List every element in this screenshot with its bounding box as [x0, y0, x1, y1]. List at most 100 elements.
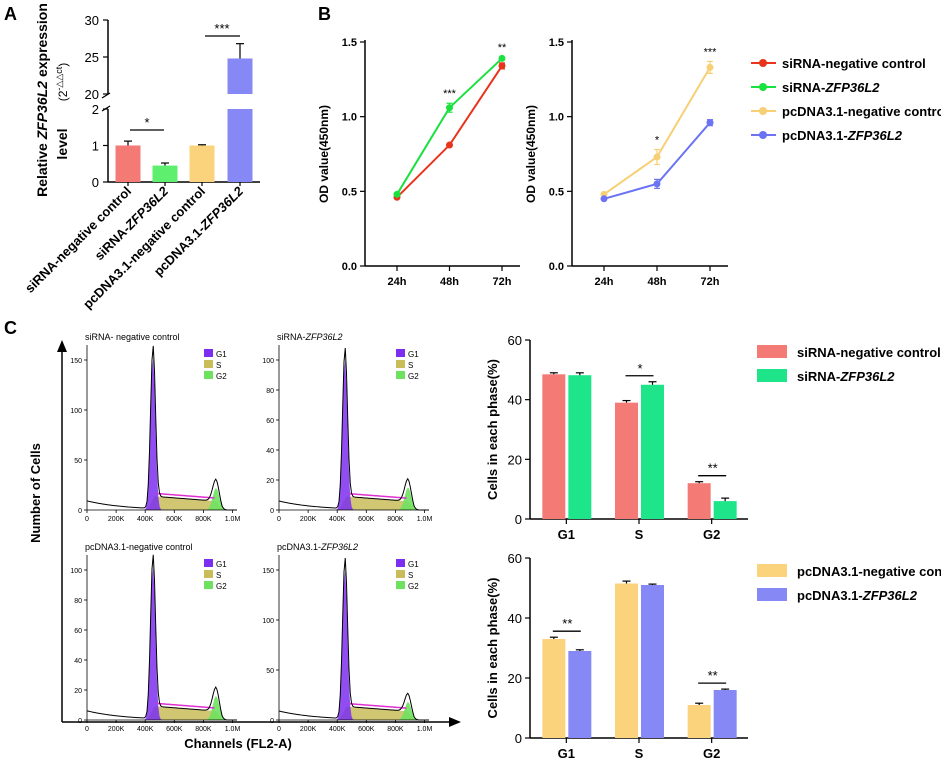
phase-s-area — [279, 496, 429, 510]
legend-label: siRNA-ZFP36L2 — [797, 369, 895, 384]
y-tick-label: 20 — [508, 452, 522, 467]
flow-y-tick-label: 80 — [74, 598, 82, 605]
phase-legend-swatch — [396, 371, 405, 379]
y-label-formula-sup: -△△ct — [54, 66, 64, 90]
chart-c2: 0 20 40 60 Cells in each phase(%) G1 ** S G2 ** pc… — [485, 551, 941, 761]
significance-label: * — [655, 135, 660, 147]
phase-legend-label: G2 — [408, 582, 419, 591]
histogram-outline — [278, 347, 429, 511]
bar — [713, 690, 737, 738]
legend-label-text: pcDNA3.1- — [782, 128, 848, 143]
y-tick-label: 0 — [515, 731, 522, 746]
phase-legend-label: S — [216, 571, 221, 580]
y-axis-label: OD value(450nm) — [317, 105, 331, 203]
flow-y-tick-label: 0 — [270, 508, 274, 515]
legend-label-gene: ZFP36L2 — [824, 80, 880, 95]
flow-x-tick-label: 0 — [277, 516, 281, 523]
legend-label-gene: ZFP36L2 — [847, 128, 903, 143]
phase-legend-swatch — [396, 360, 405, 368]
legend-label: pcDNA3.1-negative control — [797, 564, 941, 579]
x-tick-label: 72h — [493, 276, 512, 288]
flow-y-tick-label: 50 — [74, 458, 82, 465]
legend-label-text: pcDNA3.1- — [797, 588, 863, 603]
y-axis-label: Cells in each phase(%) — [485, 578, 500, 719]
phase-legend-swatch — [396, 349, 405, 357]
flow-plot-title: siRNA- negative control — [85, 332, 180, 342]
bar — [152, 165, 178, 182]
legend-label: siRNA-negative control — [797, 345, 941, 360]
significance-label: *** — [443, 88, 457, 100]
phase-s-area — [87, 496, 237, 510]
significance-label: * — [637, 361, 642, 376]
x-tick-label: G1 — [558, 746, 575, 761]
y-label-post: expression — [34, 3, 50, 81]
significance-label: *** — [214, 21, 229, 36]
flow-histogram: 0 20 40 60 80 100 0 200K 400K 600K 800K 1.0M pcDNA3.… — [70, 542, 240, 733]
phase-s-area — [279, 706, 429, 720]
flow-x-tick-label: 600K — [358, 726, 375, 733]
phase-legend-swatch — [396, 581, 405, 589]
flow-plot-title: pcDNA3.1-negative control — [85, 542, 193, 552]
flow-x-tick-label: 1.0M — [417, 516, 433, 523]
phase-legend-label: G1 — [408, 560, 419, 569]
y-label-line1: Relative ZFP36L2 expression — [34, 3, 50, 197]
panel-label-c: C — [4, 318, 17, 338]
flow-y-tick-label: 0 — [78, 508, 82, 515]
phase-legend-swatch — [204, 559, 213, 567]
panel-label-b: B — [318, 4, 331, 24]
phase-legend-label: G1 — [408, 350, 419, 359]
flow-y-tick-label: 100 — [262, 358, 274, 365]
legend-label-gene: ZFP36L2 — [862, 588, 918, 603]
y-label-gene: ZFP36L2 — [34, 81, 50, 141]
legend-marker — [759, 83, 767, 91]
y-tick-label: 2 — [92, 102, 99, 117]
phase-legend-swatch — [204, 371, 213, 379]
flow-x-tick-label: 200K — [108, 726, 125, 733]
flow-y-axis-label: Number of Cells — [28, 443, 43, 543]
phase-legend-swatch — [204, 581, 213, 589]
phase-legend-label: G1 — [216, 560, 227, 569]
flow-plot-title: pcDNA3.1-ZFP36L2 — [277, 542, 358, 552]
phase-g1-area — [279, 360, 429, 510]
bar — [615, 402, 638, 519]
phase-g2-area — [87, 488, 237, 510]
flow-y-tick-label: 60 — [74, 628, 82, 635]
flow-y-tick-label: 0 — [78, 718, 82, 725]
data-point — [600, 195, 608, 203]
legend-marker — [759, 59, 767, 67]
phase-g2-area — [87, 696, 237, 720]
flow-x-tick-label: 400K — [137, 516, 154, 523]
histogram-outline — [86, 554, 237, 721]
legend-label-text: pcDNA3.1-negative control — [797, 564, 941, 579]
x-tick-label: 48h — [648, 276, 667, 288]
phase-legend-swatch — [204, 349, 213, 357]
bar — [227, 109, 253, 182]
flow-x-tick-label: 1.0M — [225, 516, 241, 523]
series-line — [603, 66, 711, 196]
legend-label: siRNA-negative control — [782, 56, 926, 71]
data-point — [706, 63, 714, 71]
legend-label: pcDNA3.1-negative control — [782, 104, 941, 119]
y-tick-label: 60 — [508, 551, 522, 566]
phase-legend-label: S — [216, 361, 221, 370]
y-tick-label: 1.5 — [549, 37, 564, 49]
phase-legend-swatch — [396, 570, 405, 578]
axis-break-mark — [101, 92, 111, 99]
flow-y-arrowhead — [57, 340, 67, 352]
legend-label: pcDNA3.1-ZFP36L2 — [782, 128, 903, 143]
histogram-outline — [86, 345, 237, 511]
data-point — [446, 104, 453, 112]
flow-plot-title-text: siRNA- — [277, 332, 306, 342]
data-point — [393, 190, 401, 198]
flow-y-tick-label: 20 — [266, 478, 274, 485]
flow-y-tick-label: 150 — [70, 358, 82, 365]
y-axis-label: Cells in each phase(%) — [485, 359, 500, 500]
y-tick-label: 0 — [515, 512, 522, 527]
y-tick-label: 60 — [508, 333, 522, 348]
flow-plot-title-gene: ZFP36L2 — [305, 332, 343, 342]
bar — [687, 705, 711, 738]
y-tick-label: 1.0 — [342, 112, 357, 124]
y-label-formula: (2-△△ct) — [54, 63, 70, 102]
flow-y-tick-label: 0 — [270, 718, 274, 725]
